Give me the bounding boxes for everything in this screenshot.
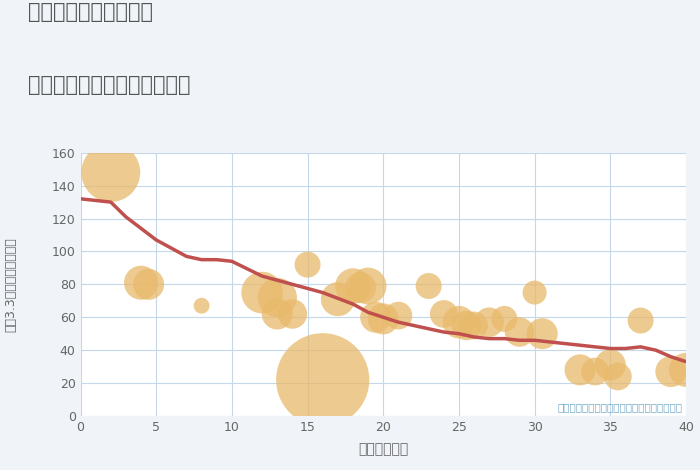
Point xyxy=(454,319,465,326)
Point xyxy=(272,294,283,301)
Point xyxy=(605,361,616,368)
Point xyxy=(589,368,601,375)
Point xyxy=(378,315,389,322)
Point xyxy=(370,313,382,321)
Point xyxy=(393,312,404,320)
Point xyxy=(612,373,624,380)
Point xyxy=(537,330,548,337)
Point xyxy=(461,321,472,329)
Point xyxy=(665,368,676,375)
Point xyxy=(468,321,480,329)
Text: 奈良県奈良市今市町の: 奈良県奈良市今市町の xyxy=(28,2,153,23)
Point xyxy=(272,310,283,318)
X-axis label: 築年数（年）: 築年数（年） xyxy=(358,442,408,456)
Point xyxy=(136,279,147,286)
Text: 坪（3.3㎡）単価（万円）: 坪（3.3㎡）単価（万円） xyxy=(4,237,17,332)
Point xyxy=(355,284,366,291)
Point xyxy=(635,317,646,324)
Point xyxy=(363,282,374,290)
Point xyxy=(438,310,449,318)
Point xyxy=(332,296,344,303)
Point xyxy=(196,302,207,309)
Point xyxy=(347,282,358,290)
Text: 円の大きさは、取引のあった物件面積を示す: 円の大きさは、取引のあった物件面積を示す xyxy=(558,403,683,413)
Point xyxy=(423,282,434,290)
Point xyxy=(498,315,510,322)
Point xyxy=(302,261,313,268)
Point xyxy=(143,281,154,288)
Point xyxy=(317,376,328,384)
Point xyxy=(575,366,586,374)
Point xyxy=(256,289,267,296)
Point xyxy=(529,289,540,296)
Point xyxy=(105,169,116,176)
Point xyxy=(287,310,298,318)
Point xyxy=(484,319,495,326)
Point xyxy=(514,328,525,336)
Text: 築年数別中古マンション価格: 築年数別中古マンション価格 xyxy=(28,75,190,95)
Point xyxy=(680,366,692,374)
